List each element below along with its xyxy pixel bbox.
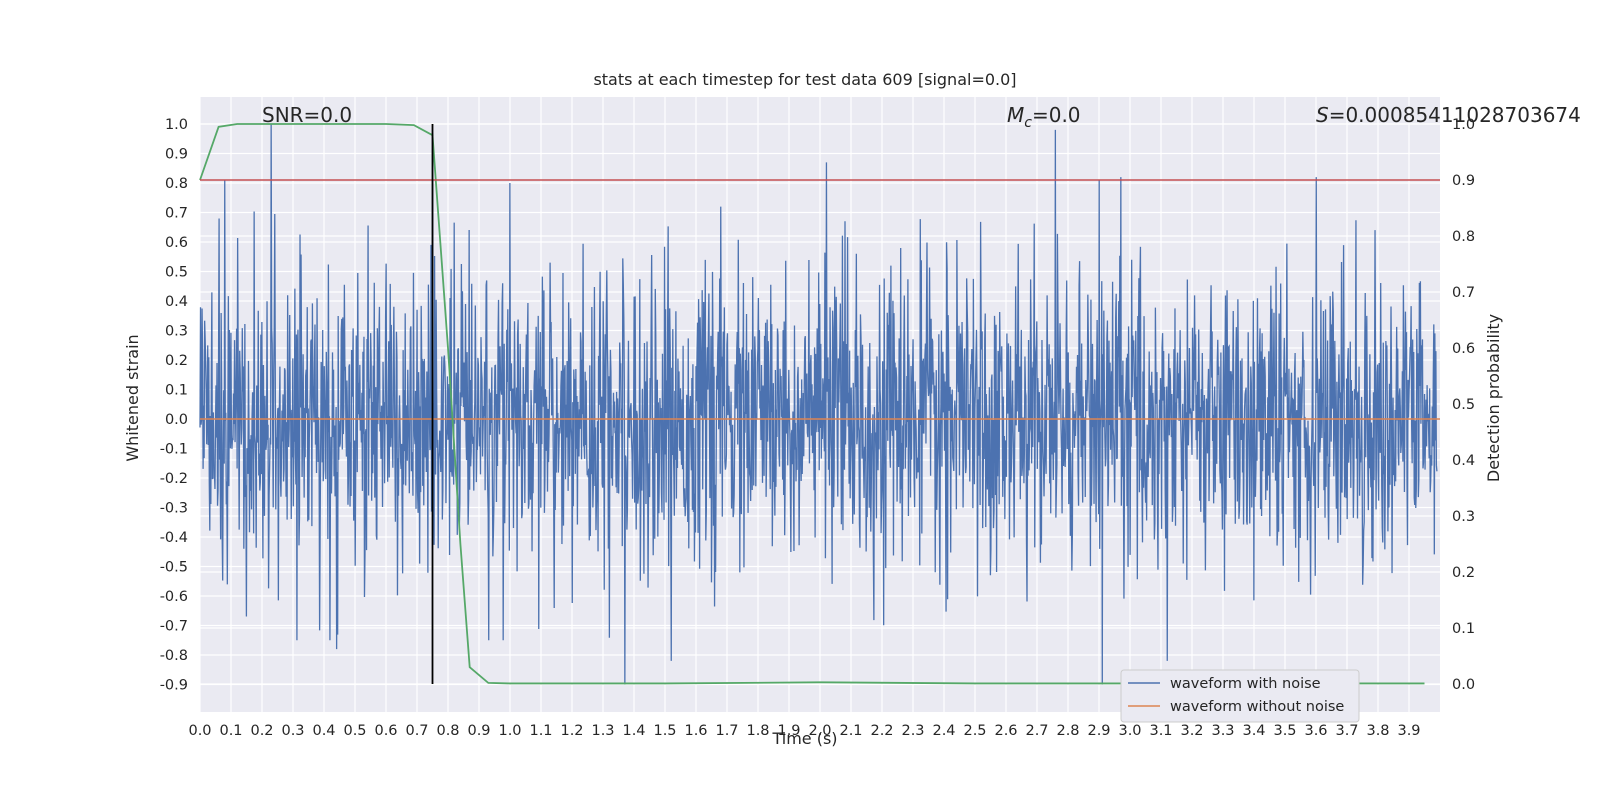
- y-tick-label: -0.4: [160, 530, 188, 546]
- y-tick-label: 1.0: [165, 117, 188, 133]
- s-annotation: S=0.00085411028703674: [1316, 103, 1581, 127]
- x-tick-label: 3.4: [1242, 723, 1265, 739]
- x-tick-label: 1.0: [498, 723, 521, 739]
- waveform-with-noise-line: [199, 123, 1438, 685]
- mc-symbol: M: [1007, 103, 1024, 127]
- mc-subscript: c: [1024, 115, 1032, 131]
- x-tick-label: 3.1: [1149, 723, 1172, 739]
- x-axis-label: Time (s): [771, 729, 837, 748]
- s-value: =0.00085411028703674: [1329, 103, 1581, 127]
- x-tick-label: 2.4: [932, 723, 955, 739]
- y-tick-label: 0.6: [165, 235, 188, 251]
- detection-probability-line: [199, 123, 1425, 685]
- y-tick-labels: 1.0 0.9 0.8 0.7 0.6 0.5 0.4 0.3 0.2 0.1 0.0 -0.1 -0.…: [160, 117, 188, 694]
- legend-box: [1120, 669, 1360, 723]
- mc-value: =0.0: [1032, 103, 1081, 127]
- y-axis-label: Whitened strain: [123, 334, 142, 461]
- x-tick-label: 3.5: [1273, 723, 1296, 739]
- x-tick-label: 3.8: [1366, 723, 1389, 739]
- y-tick-label: 0.9: [165, 147, 188, 163]
- y2-tick-label: 0.9: [1452, 173, 1475, 189]
- y2-tick-label: 1.0: [1452, 117, 1475, 133]
- y-tick-label: -0.2: [160, 471, 188, 487]
- x-tick-label: 3.9: [1397, 723, 1420, 739]
- y2-tick-label: 0.2: [1452, 565, 1475, 581]
- x-tick-label: 2.9: [1087, 723, 1110, 739]
- y-tick-label: -0.7: [160, 619, 188, 635]
- x-tick-label: 1.7: [715, 723, 738, 739]
- legend: waveform with noise waveform without noi…: [1120, 669, 1360, 723]
- mc-annotation: Mc=0.0: [1007, 103, 1081, 131]
- x-tick-label: 0.3: [281, 723, 304, 739]
- y2-tick-label: 0.3: [1452, 509, 1475, 525]
- y2-axis-label: Detection probability: [1484, 314, 1503, 482]
- y-tick-label: -0.1: [160, 442, 188, 458]
- x-tick-label: 2.5: [963, 723, 986, 739]
- y2-tick-label: 0.8: [1452, 229, 1475, 245]
- x-tick-label: 3.7: [1335, 723, 1358, 739]
- y2-tick-labels: 1.0 0.9 0.8 0.7 0.6 0.5 0.4 0.3 0.2 0.1 0.0: [1452, 117, 1475, 693]
- y2-tick-label: 0.4: [1452, 453, 1475, 469]
- y-tick-label: 0.2: [165, 353, 188, 369]
- x-tick-label: 0.5: [343, 723, 366, 739]
- y2-tick-label: 0.0: [1452, 677, 1475, 693]
- y-tick-label: 0.0: [165, 412, 188, 428]
- y-tick-label: 0.4: [165, 294, 188, 310]
- legend-label-with-noise: waveform with noise: [1170, 676, 1321, 692]
- y-tick-label: -0.5: [160, 560, 188, 576]
- x-tick-label: 1.4: [622, 723, 645, 739]
- y-tick-label: -0.8: [160, 648, 188, 664]
- x-tick-label: 1.5: [653, 723, 676, 739]
- y-tick-label: 0.7: [165, 206, 188, 222]
- x-tick-label: 2.1: [839, 723, 862, 739]
- x-tick-label: 0.1: [219, 723, 242, 739]
- chart-title: stats at each timestep for test data 609…: [593, 70, 1016, 89]
- y2-tick-label: 0.1: [1452, 621, 1475, 637]
- x-tick-label: 3.2: [1180, 723, 1203, 739]
- y-tick-label: -0.3: [160, 501, 188, 517]
- y-tick-label: 0.3: [165, 324, 188, 340]
- x-tick-label: 2.0: [808, 723, 831, 739]
- y2-tick-label: 0.7: [1452, 285, 1475, 301]
- x-tick-label: 1.2: [560, 723, 583, 739]
- x-tick-label: 0.0: [188, 723, 211, 739]
- x-tick-label: 3.3: [1211, 723, 1234, 739]
- y-tick-label: -0.9: [160, 678, 188, 694]
- x-tick-label: 3.6: [1304, 723, 1327, 739]
- x-tick-label: 3.0: [1118, 723, 1141, 739]
- s-symbol: S: [1316, 103, 1329, 127]
- y2-tick-label: 0.6: [1452, 341, 1475, 357]
- x-tick-label: 2.3: [901, 723, 924, 739]
- x-tick-label: 1.8: [746, 723, 769, 739]
- x-tick-label: 1.6: [684, 723, 707, 739]
- x-tick-label: 0.2: [250, 723, 273, 739]
- x-tick-label: 0.4: [312, 723, 335, 739]
- snr-annotation: SNR=0.0: [262, 103, 352, 127]
- x-tick-label: 0.7: [405, 723, 428, 739]
- x-tick-label: 0.6: [374, 723, 397, 739]
- series-detection-probability: [199, 123, 1440, 685]
- x-tick-label: 1.3: [591, 723, 614, 739]
- series-waveform-with-noise: [199, 123, 1438, 685]
- x-tick-label: 2.2: [870, 723, 893, 739]
- x-tick-label: 1.1: [529, 723, 552, 739]
- y-tick-label: 0.8: [165, 176, 188, 192]
- x-tick-label: 2.7: [1025, 723, 1048, 739]
- y-tick-label: -0.6: [160, 589, 188, 605]
- legend-label-without-noise: waveform without noise: [1170, 699, 1344, 715]
- x-tick-label: 2.6: [994, 723, 1017, 739]
- y-tick-label: 0.5: [165, 265, 188, 281]
- x-tick-labels: 0.0 0.1 0.2 0.3 0.4 0.5 0.6 0.7 0.8 0.9 1.0 1.1 1.2 1…: [188, 723, 1420, 739]
- y2-tick-label: 0.5: [1452, 397, 1475, 413]
- x-tick-label: 2.8: [1056, 723, 1079, 739]
- x-tick-label: 0.9: [467, 723, 490, 739]
- y-tick-label: 0.1: [165, 383, 188, 399]
- x-tick-label: 0.8: [436, 723, 459, 739]
- x-tick-label: 1.9: [777, 723, 800, 739]
